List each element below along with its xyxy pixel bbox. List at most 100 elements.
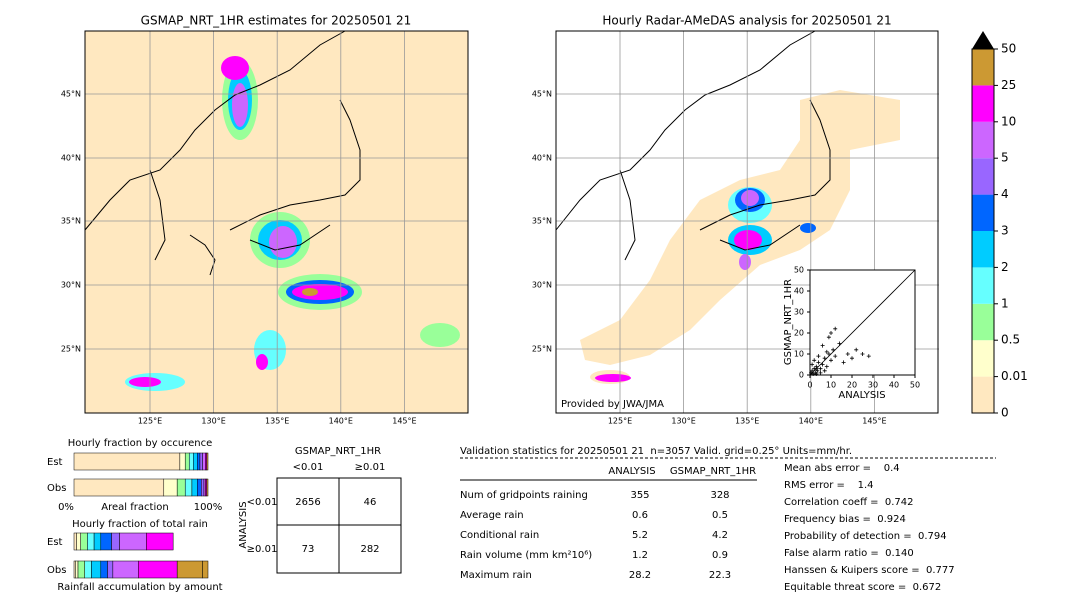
point [866,354,871,359]
col-header: <0.01 [293,462,324,473]
axis-label: Areal fraction [101,502,168,513]
color-bin [972,49,994,86]
value: 355 [630,490,649,501]
point [822,356,827,361]
left-map: 45°N 40°N 35°N 30°N 25°N 125°E 130°E 135°E 140°E… [61,14,469,426]
segment [176,560,203,579]
point [833,354,838,359]
point [818,366,823,371]
radar-coverage [580,90,900,384]
segment [119,532,147,551]
panel-title: Hourly fraction by occurence [68,438,212,449]
point [812,358,817,363]
cell: 282 [360,544,379,555]
point [810,362,815,367]
lon-label: 130°E [201,417,225,426]
segment [87,532,95,551]
map-title: GSMAP_NRT_1HR estimates for 20250501 21 [141,14,412,28]
point [826,335,831,340]
segment [193,452,198,471]
segment [73,532,77,551]
row-label: Num of gridpoints raining [460,490,588,501]
score: Frequency bias = 0.924 [784,514,906,525]
row-label: ANALYSIS [238,501,249,548]
point [809,370,814,375]
segment [84,560,92,579]
lon-label: 140°E [329,417,353,426]
y-tick-label: 20 [794,329,804,338]
value: 0.6 [632,510,648,521]
lon-label: 145°E [862,417,886,426]
value: 0.9 [712,550,728,561]
x-tick-label: 40 [889,381,899,390]
y-tick-label: 40 [794,287,804,296]
coastline [555,30,831,261]
value: 1.2 [632,550,648,561]
y-tick-label: 50 [794,266,804,275]
lat-label: 25°N [61,345,81,354]
segment [202,560,209,579]
segment [76,532,81,551]
segment [184,452,190,471]
color-bin [972,376,994,413]
point [820,362,825,367]
score: False alarm ratio = 0.140 [784,548,914,559]
map-title: Hourly Radar-AMeDAS analysis for 2025050… [602,14,891,28]
lat-label: 45°N [61,90,81,99]
x-tick-label: 20 [847,381,857,390]
row-label: Maximum rain [460,570,532,581]
segment [91,560,102,579]
cell: 46 [364,497,377,508]
point [841,360,846,365]
segment [202,452,206,471]
y-tick-label: 30 [794,308,804,317]
point [814,366,819,371]
lat-label: 40°N [61,154,81,163]
point [833,326,838,331]
tick-label: 3 [1001,224,1009,238]
segment [188,452,194,471]
tick-label: 0.01 [1001,369,1028,383]
diagonal [809,269,916,376]
cell: 2656 [295,497,320,508]
segment [197,478,202,497]
row-header: ≥0.01 [247,544,278,555]
lon-label: 145°E [392,417,416,426]
tick-label: 25 [1001,78,1016,92]
segment [191,478,198,497]
row-label: Average rain [460,510,524,521]
color-bin [972,194,994,231]
y-tick-label: 10 [794,350,804,359]
tick-label: 5 [1001,151,1009,165]
segment [73,478,165,497]
segment [111,532,120,551]
lat-label: 25°N [532,345,552,354]
credit: Provided by JWA/JMA [561,399,664,410]
panel-footer: Rainfall accumulation by amount [57,582,222,593]
segment [206,452,209,471]
color-bin [972,158,994,195]
lon-label: 140°E [799,417,823,426]
segment [100,532,112,551]
lon-label: 135°E [735,417,759,426]
tick-label: 50 [1001,42,1016,56]
tick-label: 4 [1001,187,1009,201]
score: Correlation coeff = 0.742 [784,497,914,508]
color-bin [972,340,994,377]
x-tick-label: 50 [910,381,920,390]
axis-label: 100% [194,502,223,513]
point [850,356,854,361]
table-title: GSMAP_NRT_1HR [295,446,381,457]
segment [112,560,139,579]
value: 22.3 [709,570,731,581]
tick-label: 2 [1001,260,1009,274]
x-tick-label: 30 [868,381,878,390]
lat-label: 40°N [532,154,552,163]
y-axis-label: GSMAP_NRT_1HR [783,279,794,365]
point [829,331,833,335]
point [810,368,815,373]
point [816,354,821,359]
rain-field [125,56,460,391]
validation-table: Validation statistics for 20250501 21 n=… [460,446,996,593]
